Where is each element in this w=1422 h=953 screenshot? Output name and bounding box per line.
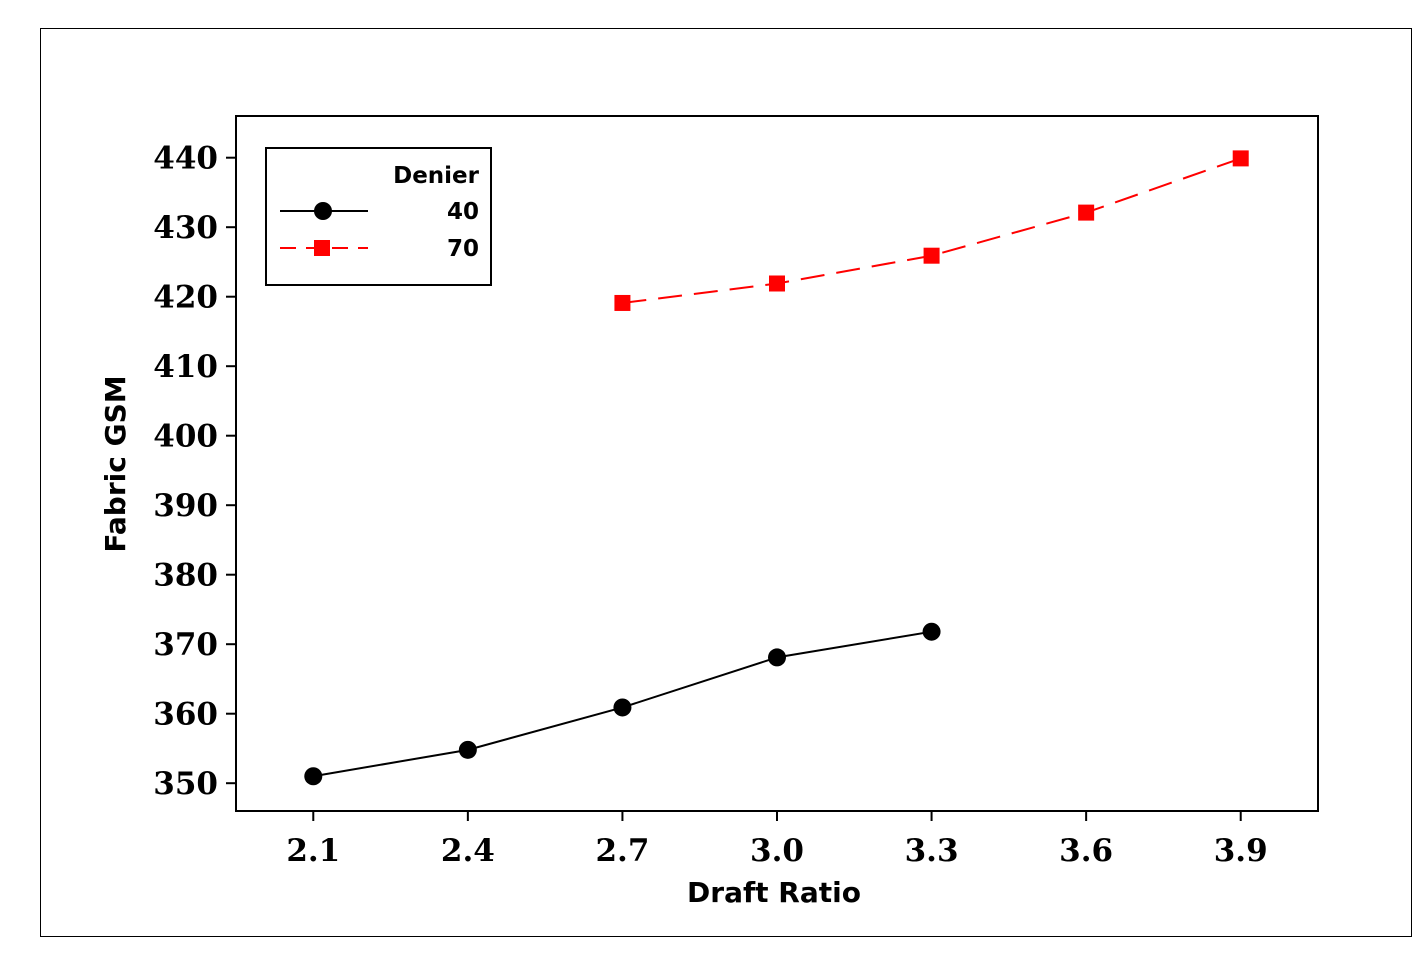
y-axis: 350 360 370 380 390 400 410 420 430 440 — [153, 141, 236, 802]
data-point-40 — [922, 622, 941, 641]
x-tick-label: 2.4 — [441, 833, 495, 869]
data-point-40 — [768, 648, 786, 667]
y-tick-label: 430 — [153, 210, 218, 246]
x-tick-label: 3.6 — [1059, 833, 1113, 869]
data-point-70 — [769, 275, 785, 292]
x-tick-label: 2.1 — [286, 833, 340, 869]
y-tick-label: 410 — [153, 349, 218, 385]
x-tick-label: 3.0 — [750, 833, 804, 869]
x-tick-label: 3.3 — [905, 833, 959, 869]
data-point-40 — [458, 740, 477, 759]
legend-label-70: 70 — [447, 236, 479, 262]
legend-marker-40 — [314, 202, 332, 220]
legend-label-40: 40 — [447, 199, 479, 225]
y-tick-label: 400 — [153, 419, 218, 455]
y-tick-label: 440 — [153, 141, 218, 177]
data-point-40 — [613, 698, 632, 717]
x-tick-label: 3.9 — [1214, 833, 1268, 869]
y-axis-label: Fabric GSM — [99, 375, 132, 552]
data-point-70 — [923, 247, 940, 264]
data-point-70 — [1078, 204, 1095, 221]
data-point-40 — [304, 767, 323, 786]
y-tick-label: 360 — [153, 697, 218, 733]
y-tick-label: 390 — [153, 488, 218, 524]
series-layer — [304, 150, 1249, 786]
data-point-70 — [614, 294, 631, 311]
x-tick-label: 2.7 — [595, 833, 649, 869]
legend-box — [265, 147, 492, 286]
series-line-70 — [622, 157, 1242, 304]
y-tick-label: 380 — [153, 558, 218, 594]
data-point-70 — [1232, 150, 1249, 167]
legend-marker-70 — [314, 240, 330, 256]
y-tick-label: 420 — [153, 280, 218, 316]
y-tick-label: 350 — [153, 766, 218, 802]
x-axis: 2.1 2.4 2.7 3.0 3.3 3.6 3.9 — [286, 811, 1268, 869]
x-axis-label: Draft Ratio — [687, 876, 861, 909]
legend: Denier 40 70 — [265, 147, 492, 286]
y-tick-label: 370 — [153, 627, 218, 663]
legend-title: Denier — [393, 163, 480, 189]
